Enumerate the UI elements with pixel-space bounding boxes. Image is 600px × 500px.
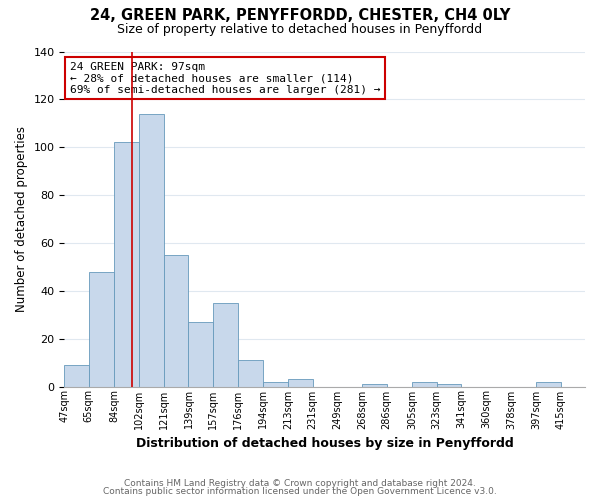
Bar: [362, 384, 387, 386]
Bar: [188, 322, 213, 386]
Bar: [536, 382, 561, 386]
Bar: [89, 272, 115, 386]
Bar: [213, 303, 238, 386]
Bar: [437, 384, 461, 386]
Text: Contains HM Land Registry data © Crown copyright and database right 2024.: Contains HM Land Registry data © Crown c…: [124, 478, 476, 488]
Text: Size of property relative to detached houses in Penyffordd: Size of property relative to detached ho…: [118, 22, 482, 36]
Bar: [115, 142, 139, 386]
X-axis label: Distribution of detached houses by size in Penyffordd: Distribution of detached houses by size …: [136, 437, 514, 450]
Y-axis label: Number of detached properties: Number of detached properties: [15, 126, 28, 312]
Text: 24 GREEN PARK: 97sqm
← 28% of detached houses are smaller (114)
69% of semi-deta: 24 GREEN PARK: 97sqm ← 28% of detached h…: [70, 62, 380, 95]
Bar: [139, 114, 164, 386]
Bar: [412, 382, 437, 386]
Bar: [288, 380, 313, 386]
Bar: [164, 255, 188, 386]
Bar: [263, 382, 288, 386]
Text: 24, GREEN PARK, PENYFFORDD, CHESTER, CH4 0LY: 24, GREEN PARK, PENYFFORDD, CHESTER, CH4…: [90, 8, 510, 22]
Text: Contains public sector information licensed under the Open Government Licence v3: Contains public sector information licen…: [103, 487, 497, 496]
Bar: [238, 360, 263, 386]
Bar: [64, 365, 89, 386]
